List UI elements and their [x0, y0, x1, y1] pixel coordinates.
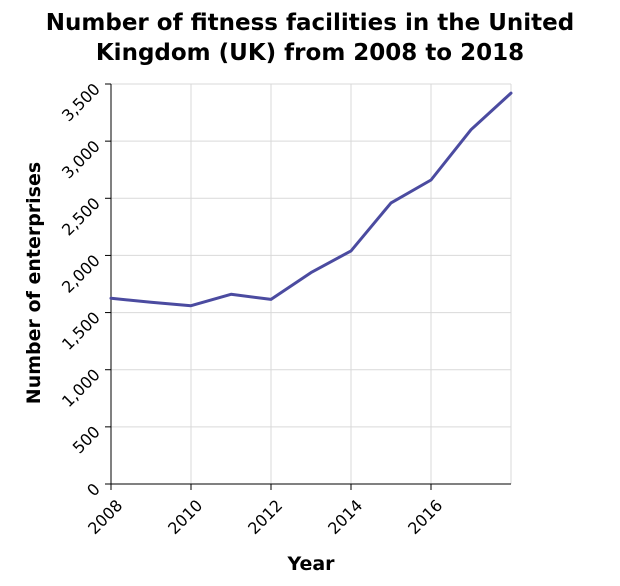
x-tick-label: 2010 [164, 496, 206, 538]
series-layer [109, 91, 513, 308]
y-tick-label: 3,500 [58, 79, 104, 125]
x-tick-label: 2008 [84, 496, 126, 538]
y-tick-label: 1,500 [58, 308, 104, 354]
chart-title-line-1: Number of fitness facilities in the Unit… [46, 10, 574, 36]
y-tick-label: 3,000 [58, 137, 104, 183]
ticks: 2008 2010 2012 2014 2016 0 500 1,000 1,500 2,000 2… [58, 79, 446, 538]
y-tick-label: 1,000 [58, 365, 104, 411]
x-tick-label: 2014 [324, 496, 366, 538]
chart-title-line-2: Kingdom (UK) from 2008 to 2018 [96, 40, 524, 66]
gridlines [110, 83, 512, 485]
x-axis-label: Year [286, 553, 335, 575]
y-tick-label: 0 [83, 479, 104, 500]
y-axis-label: Number of enterprises [23, 162, 45, 404]
x-tick-label: 2012 [244, 496, 286, 538]
series-line [109, 91, 513, 308]
y-tick-label: 2,500 [58, 194, 104, 240]
x-tick-label: 2016 [404, 496, 446, 538]
y-tick-label: 2,000 [58, 251, 104, 297]
y-tick-label: 500 [69, 422, 104, 457]
axes [110, 84, 511, 485]
